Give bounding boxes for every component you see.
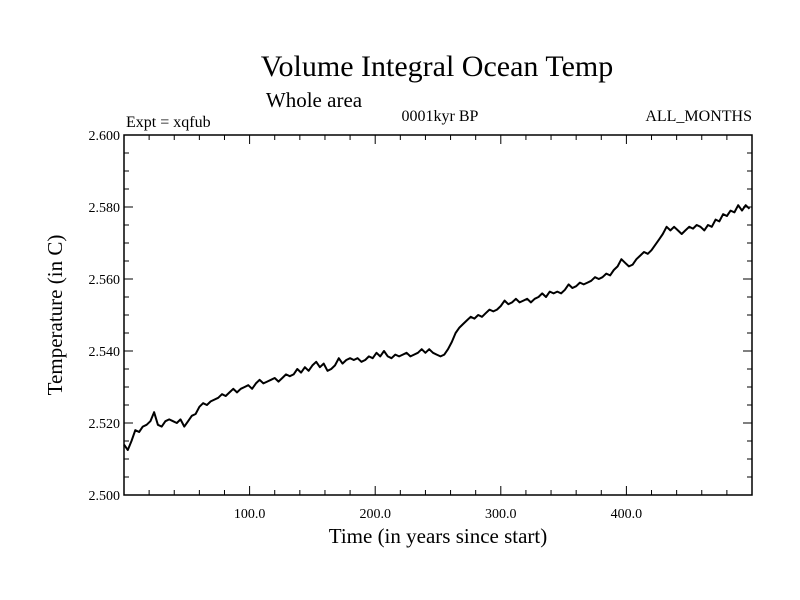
plot-frame bbox=[123, 134, 753, 496]
y-tick-label: 2.500 bbox=[89, 489, 121, 504]
x-axis: 100.0 200.0 300.0 400.0 bbox=[148, 135, 728, 522]
x-tick-label: 100.0 bbox=[234, 507, 266, 522]
y-tick-label: 2.580 bbox=[89, 201, 121, 216]
x-tick-label: 300.0 bbox=[485, 507, 517, 522]
header-left: Expt = xqfub bbox=[126, 114, 211, 131]
y-tick-label: 2.560 bbox=[89, 273, 121, 288]
y-tick-label: 2.540 bbox=[89, 345, 121, 360]
x-axis-label: Time (in years since start) bbox=[329, 524, 548, 548]
x-tick-label: 400.0 bbox=[611, 507, 643, 522]
chart-subtitle: Whole area bbox=[266, 88, 363, 112]
header-right: ALL_MONTHS bbox=[645, 108, 752, 125]
y-tick-label: 2.600 bbox=[89, 129, 121, 144]
header-center: 0001kyr BP bbox=[402, 108, 479, 125]
series-line bbox=[123, 204, 751, 451]
y-axis-label: Temperature (in C) bbox=[43, 235, 67, 396]
chart-title: Volume Integral Ocean Temp bbox=[261, 50, 614, 83]
x-tick-label: 200.0 bbox=[359, 507, 391, 522]
y-axis: 2.500 2.520 2.540 2.560 2.580 2.600 bbox=[89, 129, 752, 504]
y-tick-label: 2.520 bbox=[89, 417, 121, 432]
